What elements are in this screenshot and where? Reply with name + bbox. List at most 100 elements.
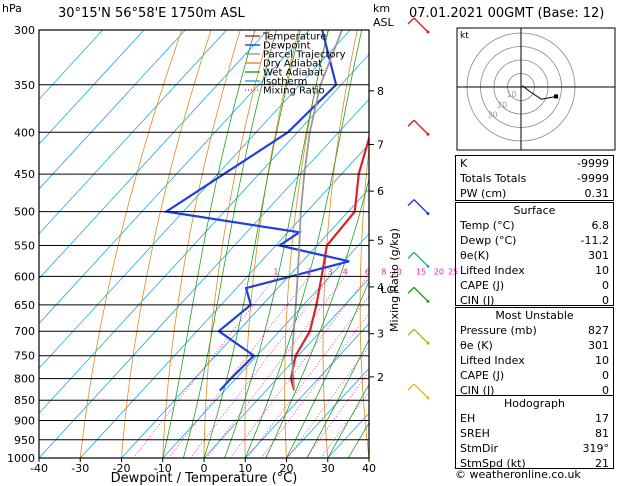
legend-label: Temperature bbox=[262, 32, 326, 43]
isotherm-line bbox=[79, 143, 369, 458]
hodograph-storm-marker bbox=[554, 94, 559, 99]
surface-label: CIN (J) bbox=[460, 294, 495, 307]
most-unstable-label: Pressure (mb) bbox=[460, 324, 537, 337]
isotherm-line bbox=[39, 30, 227, 235]
dry-adiabat bbox=[162, 30, 241, 458]
km-tick-label: 8 bbox=[377, 85, 384, 98]
index-tt-value: -9999 bbox=[577, 172, 609, 185]
pressure-tick-label: 700 bbox=[14, 325, 35, 338]
temp-tick-label: 40 bbox=[362, 462, 376, 475]
km-tick-label: 3 bbox=[377, 328, 384, 341]
temp-tick-label: -40 bbox=[30, 462, 48, 475]
copyright-text: © weatheronline.co.uk bbox=[455, 468, 581, 481]
wet-adiabat bbox=[306, 338, 369, 458]
x-axis-label: Dewpoint / Temperature (°C) bbox=[111, 471, 298, 486]
wind-barb bbox=[413, 286, 429, 302]
hodograph-value: 21 bbox=[595, 457, 609, 470]
hodograph-rows: EH 17 SREH 81 StmDir 319° StmSpd (kt) 21 bbox=[456, 411, 613, 471]
wind-barb-flag bbox=[407, 383, 415, 391]
pressure-tick-label: 900 bbox=[14, 415, 35, 428]
km-tick-label: 4 bbox=[377, 281, 384, 294]
wind-barb bbox=[413, 199, 429, 215]
surface-value: 10 bbox=[595, 264, 609, 277]
most-unstable-table: Most Unstable Pressure (mb) 827 θe (K) 301 L… bbox=[455, 307, 614, 397]
surface-value: 301 bbox=[588, 249, 609, 262]
hodograph-label: SREH bbox=[460, 427, 490, 440]
km-tick-label: 7 bbox=[377, 138, 384, 151]
most-unstable-label: θe (K) bbox=[460, 339, 493, 352]
index-k-value: -9999 bbox=[577, 157, 609, 170]
wind-barb-dot bbox=[426, 299, 430, 303]
most-unstable-value: 0 bbox=[602, 384, 609, 397]
hodograph-ring-label: 30 bbox=[488, 110, 498, 119]
mixing-ratio-line bbox=[168, 276, 310, 458]
mixing-ratio-line bbox=[206, 276, 346, 458]
hodograph-value: 17 bbox=[595, 412, 609, 425]
temp-tick-label: 10 bbox=[238, 462, 252, 475]
wind-barb bbox=[413, 17, 429, 33]
hodograph-row: EH 17 bbox=[456, 411, 613, 426]
hodograph-value: 81 bbox=[595, 427, 609, 440]
dry-adiabat bbox=[79, 30, 183, 458]
most-unstable-row: Pressure (mb) 827 bbox=[456, 323, 613, 338]
wind-barb-dot bbox=[426, 132, 430, 136]
wind-barb-flag bbox=[407, 119, 415, 127]
asl-label: ASL bbox=[373, 16, 394, 29]
mixing-ratio-label: 8 bbox=[381, 267, 386, 276]
wind-barb bbox=[413, 383, 429, 399]
wind-barb bbox=[413, 119, 429, 135]
legend-label: Dewpoint bbox=[263, 41, 311, 52]
km-tick-label: 2 bbox=[377, 371, 384, 384]
wind-barb-dot bbox=[426, 396, 430, 400]
most-unstable-title: Most Unstable bbox=[495, 309, 574, 322]
surface-value: -11.2 bbox=[580, 234, 609, 247]
mixing-ratio-label: 25 bbox=[448, 267, 458, 276]
isotherm-line bbox=[39, 30, 186, 190]
index-row-pw: PW (cm) 0.31 bbox=[456, 186, 613, 201]
isotherm-line bbox=[39, 98, 369, 458]
pressure-tick-label: 400 bbox=[14, 126, 35, 139]
indices-table: K -9999 Totals Totals -9999 PW (cm) 0.31 bbox=[455, 155, 614, 201]
surface-row: Lifted Index 10 bbox=[456, 263, 613, 278]
mixing-ratio-label: 6 bbox=[365, 267, 370, 276]
surface-title: Surface bbox=[513, 204, 556, 217]
isotherm-line bbox=[39, 30, 310, 325]
temp-tick-label: -30 bbox=[71, 462, 89, 475]
isotherm-line bbox=[39, 30, 269, 280]
index-k-label: K bbox=[460, 157, 468, 170]
surface-table: Surface Temp (°C) 6.8 Dewp (°C) -11.2 θe(K) 3… bbox=[455, 202, 614, 308]
hodograph-ring-label: 10 bbox=[506, 90, 516, 99]
pressure-tick-label: 950 bbox=[14, 434, 35, 447]
mixing-ratio-line bbox=[286, 345, 369, 458]
isotherm-line bbox=[162, 233, 369, 458]
temp-tick-label: -20 bbox=[113, 462, 131, 475]
temp-tick-label: 20 bbox=[280, 462, 294, 475]
dry-adiabat bbox=[620, 30, 629, 458]
index-tt-label: Totals Totals bbox=[460, 172, 527, 185]
datetime-label: 07.01.2021 00GMT (Base: 12) bbox=[409, 6, 605, 21]
index-pw-value: 0.31 bbox=[584, 187, 610, 200]
legend-label: Isotherm bbox=[263, 77, 307, 88]
wind-barb-flag bbox=[407, 286, 415, 294]
location-title: 30°15'N 56°58'E 1750m ASL bbox=[58, 6, 245, 21]
hodograph-ring-label: 20 bbox=[497, 100, 507, 109]
dry-adiabat bbox=[121, 30, 212, 458]
legend-label: Wet Adiabat bbox=[263, 68, 324, 79]
index-row-k: K -9999 bbox=[456, 156, 613, 171]
surface-rows: Temp (°C) 6.8 Dewp (°C) -11.2 θe(K) 301 Lifted… bbox=[456, 218, 613, 308]
surface-row: CIN (J) 0 bbox=[456, 293, 613, 308]
hodograph-label: EH bbox=[460, 412, 476, 425]
hpa-label: hPa bbox=[2, 2, 22, 15]
mixing-ratio-label: 3 bbox=[327, 267, 332, 276]
wind-barb-flag bbox=[407, 17, 415, 25]
most-unstable-row: θe (K) 301 bbox=[456, 338, 613, 353]
km-tick-label: 6 bbox=[377, 185, 384, 198]
isotherm-line bbox=[203, 278, 369, 458]
most-unstable-label: Lifted Index bbox=[460, 354, 525, 367]
hodograph-label: StmDir bbox=[460, 442, 499, 455]
legend-label: Parcel Trajectory bbox=[263, 50, 346, 61]
km-label: km bbox=[373, 2, 391, 15]
hodograph-title: Hodograph bbox=[504, 397, 565, 410]
km-tick-label: 5 bbox=[377, 234, 384, 247]
surface-row: CAPE (J) 0 bbox=[456, 278, 613, 293]
